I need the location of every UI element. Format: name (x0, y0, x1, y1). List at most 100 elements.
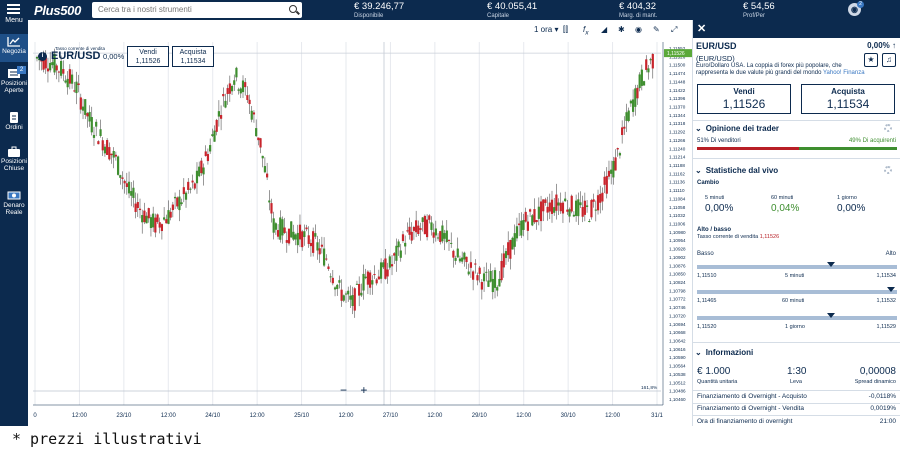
candle-up (585, 205, 589, 207)
candle-down (423, 215, 426, 235)
range-slider (697, 262, 897, 269)
candle-up (195, 170, 199, 184)
panel-instrument-change: 0,00% ↑ (867, 41, 896, 50)
zoom-out-button[interactable]: − (340, 383, 348, 397)
area-chart-icon[interactable]: ◢ (601, 25, 608, 34)
document-icon (10, 112, 18, 123)
sidebar-item-open-positions[interactable]: 2 Posizioni Aperte (0, 66, 28, 104)
chart-buy-button[interactable]: Acquista 1,11534 (172, 46, 214, 67)
search-input[interactable]: Cerca tra i nostri strumenti (92, 2, 302, 18)
x-tick-label: 12:00 (516, 413, 532, 419)
candle-down (386, 269, 389, 277)
info-icon[interactable]: i (38, 52, 47, 61)
sell-label: Vendi (733, 87, 755, 96)
sidebar-item-closed-positions[interactable]: Posizioni Chiuse (0, 144, 28, 178)
candle-down (125, 183, 128, 188)
candle-up (647, 68, 650, 73)
candle-down (287, 228, 291, 244)
y-tick-label: 1,10980 (669, 230, 686, 235)
y-tick-label: 1,11214 (669, 155, 686, 160)
fullscreen-icon[interactable]: ⤢ (671, 25, 678, 34)
y-tick-label: 1,10668 (669, 330, 686, 335)
sidebar-item-trade[interactable]: Negozia (0, 34, 28, 62)
candle-up (178, 196, 181, 211)
eye-icon[interactable]: ◉ (635, 25, 642, 34)
chart-sell-button[interactable]: Vendi 1,11526 (127, 46, 169, 67)
indicator-icon[interactable]: fx (583, 25, 589, 37)
candle-down (165, 219, 168, 224)
current-price-annotation: Tasso corrente di vendita (55, 46, 106, 51)
candle-up (255, 128, 258, 137)
candle-down (428, 215, 431, 220)
candle-up (450, 242, 453, 244)
candle-down (147, 208, 150, 219)
candle-down (121, 177, 124, 179)
bell-icon[interactable]: ♫ (882, 53, 896, 67)
y-tick-label: 1,10616 (669, 347, 686, 352)
candle-up (237, 89, 240, 91)
timeframe-select[interactable]: 1 ora ▾ (534, 25, 558, 34)
hamburger-icon (7, 4, 20, 14)
stat-capital-value: € 40.055,41 (487, 1, 538, 12)
plot-background (33, 42, 661, 405)
candle-up (239, 88, 242, 94)
candle-down (592, 199, 595, 202)
gear-icon[interactable] (884, 124, 892, 132)
candle-up (130, 191, 133, 196)
candle-up (272, 218, 275, 233)
candle-up (496, 287, 499, 291)
candle-down (44, 56, 47, 69)
overnight-time-value: 21:00 (879, 418, 896, 425)
gear-icon[interactable]: ✱ (618, 25, 625, 34)
notification-badge: 2 (857, 1, 864, 8)
candlestick-icon[interactable]: ⫿⫿ (563, 25, 569, 34)
candle-down (325, 258, 328, 260)
stat-available-label: Disponibile (354, 13, 384, 19)
range-low: 1,11520 (697, 324, 717, 330)
candle-up (184, 192, 188, 200)
candle-down (590, 200, 593, 218)
change-label: Cambio (697, 180, 720, 186)
sell-button[interactable]: Vendi 1,11526 (697, 84, 791, 114)
favorite-star-icon[interactable]: ★ (864, 53, 878, 67)
divider (693, 342, 900, 343)
info-section-title[interactable]: Informazioni (695, 348, 754, 357)
candle-down (257, 137, 260, 141)
draw-icon[interactable]: ✎ (653, 25, 660, 34)
candle-down (138, 208, 142, 211)
sidebar-item-real-money[interactable]: Denaro Reale (0, 188, 28, 222)
candle-down (57, 71, 61, 73)
candle-up (594, 209, 597, 211)
close-icon[interactable]: ✕ (697, 23, 707, 35)
candle-down (623, 126, 626, 129)
search-icon[interactable] (289, 5, 297, 13)
opinion-section-title[interactable]: Opinione dei trader (695, 124, 779, 133)
price-chart[interactable]: 0 12:00 23/10 12:00 24/10 12:00 25/10 12:00 27/1… (28, 20, 692, 426)
candle-down (581, 206, 584, 217)
search-placeholder: Cerca tra i nostri strumenti (98, 5, 192, 14)
candle-up (296, 232, 299, 246)
gear-icon[interactable] (884, 166, 892, 174)
sidebar-item-label: Negozia (2, 48, 26, 55)
candle-up (268, 200, 271, 203)
chevron-down-icon: ▾ (554, 25, 559, 34)
candle-up (445, 230, 448, 242)
zoom-in-button[interactable]: + (360, 383, 368, 397)
yahoo-link[interactable]: Yahoo! Finanza (822, 70, 865, 76)
x-tick-label: 27/10 (383, 413, 399, 419)
candle-up (152, 213, 155, 228)
period-value: 0,00% (705, 203, 734, 214)
buy-button[interactable]: Acquista 1,11534 (801, 84, 895, 114)
candle-down (171, 204, 174, 211)
y-tick-label: 1,10772 (669, 297, 686, 302)
candle-down (465, 256, 468, 263)
menu-button[interactable]: Menu (0, 0, 28, 28)
candle-up (360, 292, 363, 296)
candle-down (176, 197, 179, 207)
opinion-bar (697, 147, 897, 150)
candle-down (222, 93, 225, 97)
live-stats-section-title[interactable]: Statistiche dal vivo (695, 166, 778, 175)
sidebar-item-orders[interactable]: Ordini (0, 110, 28, 136)
candle-down (542, 199, 545, 212)
candle-up (338, 280, 341, 283)
